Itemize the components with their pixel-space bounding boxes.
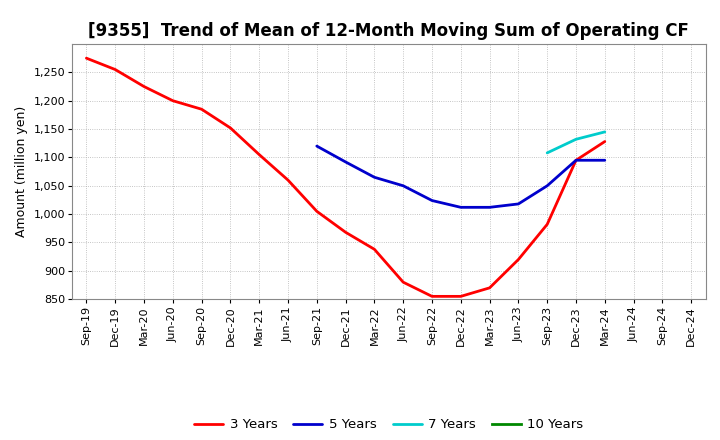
5 Years — [312, 143, 321, 149]
3 Years — [399, 279, 408, 285]
3 Years — [600, 139, 609, 144]
3 Years — [82, 55, 91, 61]
3 Years — [370, 247, 379, 252]
5 Years — [456, 205, 465, 210]
7 Years — [600, 129, 609, 135]
3 Years — [226, 125, 235, 131]
3 Years — [255, 152, 264, 157]
Y-axis label: Amount (million yen): Amount (million yen) — [15, 106, 28, 237]
3 Years — [456, 294, 465, 299]
Title: [9355]  Trend of Mean of 12-Month Moving Sum of Operating CF: [9355] Trend of Mean of 12-Month Moving … — [89, 22, 689, 40]
3 Years — [140, 84, 148, 89]
3 Years — [284, 177, 292, 183]
3 Years — [312, 209, 321, 214]
3 Years — [341, 230, 350, 235]
3 Years — [111, 67, 120, 72]
7 Years — [543, 150, 552, 155]
3 Years — [197, 106, 206, 112]
5 Years — [543, 183, 552, 188]
5 Years — [572, 158, 580, 163]
3 Years — [514, 257, 523, 262]
Line: 5 Years: 5 Years — [317, 146, 605, 207]
5 Years — [485, 205, 494, 210]
3 Years — [428, 294, 436, 299]
5 Years — [399, 183, 408, 188]
5 Years — [341, 159, 350, 165]
5 Years — [514, 201, 523, 206]
5 Years — [600, 158, 609, 163]
5 Years — [370, 175, 379, 180]
7 Years — [572, 137, 580, 142]
Legend: 3 Years, 5 Years, 7 Years, 10 Years: 3 Years, 5 Years, 7 Years, 10 Years — [189, 413, 589, 436]
3 Years — [543, 222, 552, 227]
Line: 3 Years: 3 Years — [86, 58, 605, 297]
3 Years — [168, 98, 177, 103]
3 Years — [485, 285, 494, 290]
3 Years — [572, 158, 580, 163]
Line: 7 Years: 7 Years — [547, 132, 605, 153]
5 Years — [428, 198, 436, 203]
